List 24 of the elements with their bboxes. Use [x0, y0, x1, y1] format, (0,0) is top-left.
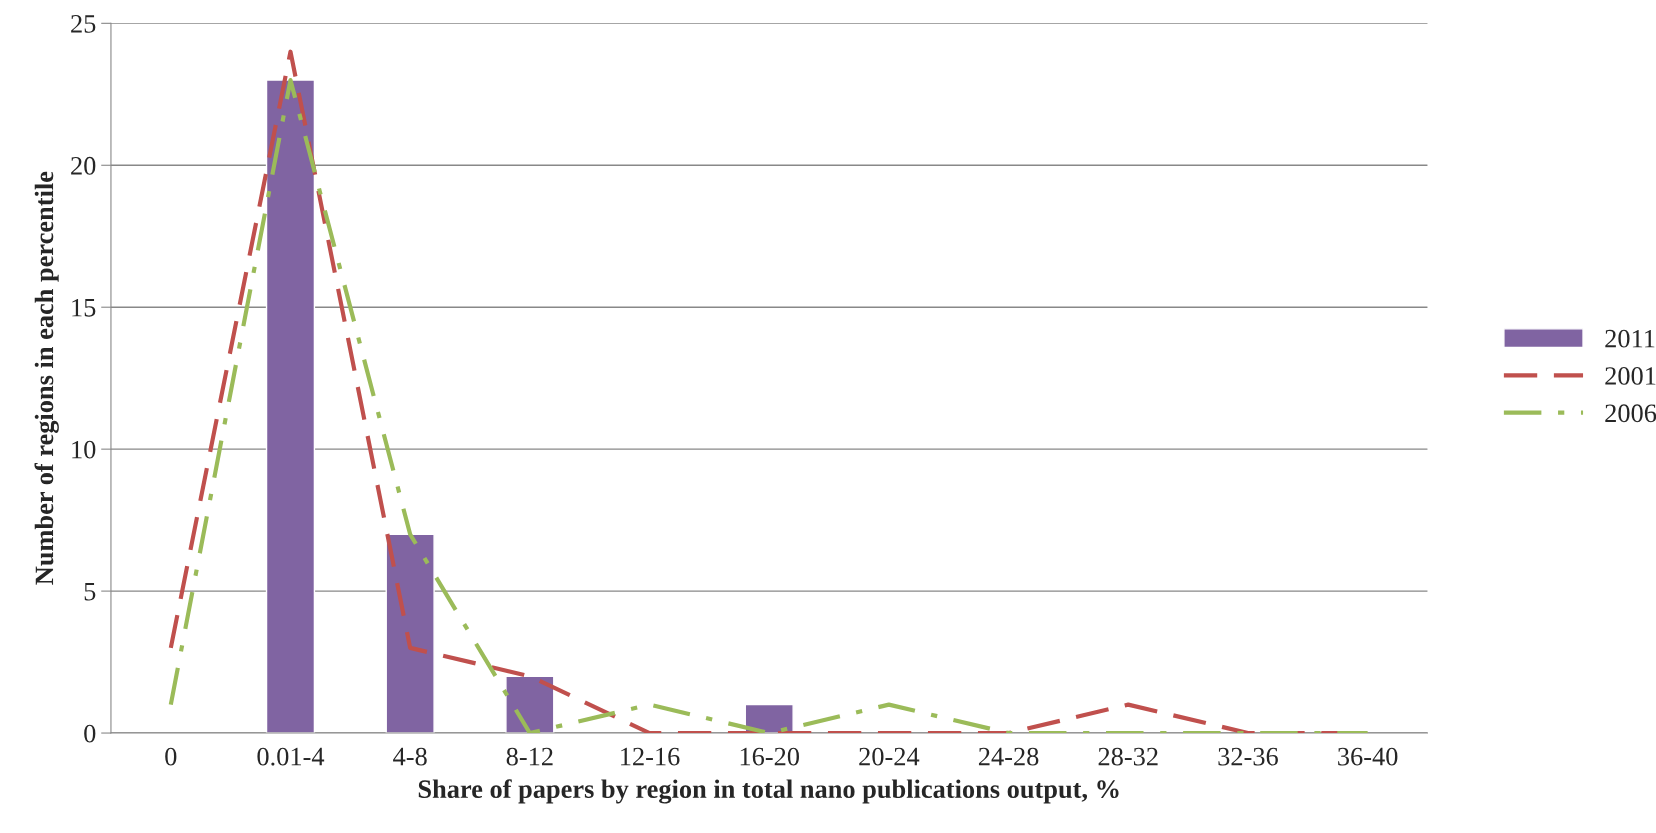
bar — [265, 79, 316, 734]
x-tick-label: 12-16 — [621, 747, 680, 766]
x-tick-label: 28-32 — [1098, 747, 1158, 766]
x-tick-label: 24-28 — [978, 747, 1039, 766]
y-axis-title: Number of regions in each percentile — [34, 171, 59, 585]
x-tick-label: 0 — [165, 747, 177, 766]
x-axis-title: Share of papers by region in total nano publications output, % — [418, 779, 1119, 804]
y-tick-label: 0 — [84, 724, 96, 743]
y-tick-label: 20 — [71, 156, 96, 175]
legend-label: 2011 — [1605, 329, 1655, 348]
y-tick-label: 5 — [84, 582, 96, 601]
x-tick-label: 36-40 — [1338, 747, 1398, 766]
y-tick-label: 10 — [72, 440, 96, 459]
x-tick-label: 32-36 — [1218, 747, 1278, 766]
x-tick-label: 4-8 — [393, 747, 427, 766]
y-tick-label: 25 — [71, 15, 96, 33]
x-tick-label: 16-20 — [740, 747, 799, 766]
bar — [385, 533, 435, 734]
legend-label: 2001 — [1605, 367, 1656, 385]
x-tick-label: 0.01-4 — [257, 747, 325, 766]
x-tick-label: 8-12 — [506, 747, 553, 766]
legend-label: 2006 — [1605, 404, 1656, 423]
x-tick-label: 20-24 — [859, 747, 920, 766]
y-tick-label: 15 — [72, 298, 96, 317]
